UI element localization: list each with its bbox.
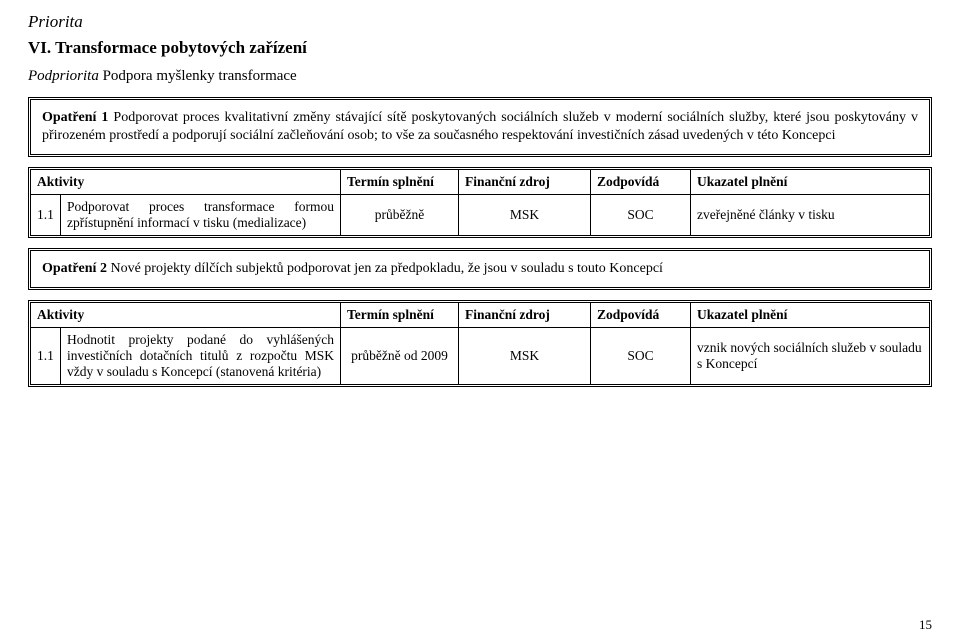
th-ukazatel: Ukazatel plnění <box>691 303 929 328</box>
cell-ukazatel: vznik nových sociálních služeb v souladu… <box>691 328 929 384</box>
opatreni-1-box: Opatření 1 Podporovat proces kvalitativn… <box>28 97 932 157</box>
opatreni-1-lead: Opatření 1 <box>42 110 108 125</box>
th-termin: Termín splnění <box>341 303 459 328</box>
cell-desc: Hodnotit projekty podané do vyhlášených … <box>61 328 341 384</box>
cell-finance: MSK <box>459 328 591 384</box>
cell-num: 1.1 <box>31 328 61 384</box>
th-aktivity: Aktivity <box>31 170 341 195</box>
opatreni-2-text: Nové projekty dílčích subjektů podporova… <box>110 261 662 276</box>
th-termin: Termín splnění <box>341 170 459 195</box>
th-ukazatel: Ukazatel plnění <box>691 170 929 195</box>
th-finance: Finanční zdroj <box>459 170 591 195</box>
opatreni-2-box: Opatření 2 Nové projekty dílčích subjekt… <box>28 248 932 290</box>
table-row: 1.1 Podporovat proces transformace formo… <box>31 195 929 235</box>
page-number: 15 <box>919 617 932 633</box>
subpriority-label: Podpriorita <box>28 68 99 84</box>
cell-zodp: SOC <box>591 195 691 235</box>
subpriority-text: Podpora myšlenky transformace <box>103 68 297 84</box>
cell-desc: Podporovat proces transformace formou zp… <box>61 195 341 235</box>
th-aktivity: Aktivity <box>31 303 341 328</box>
section-heading: VI. Transformace pobytových zařízení <box>28 38 932 58</box>
aktivity-table-1: Aktivity Termín splnění Finanční zdroj Z… <box>28 167 932 238</box>
cell-termin: průběžně <box>341 195 459 235</box>
opatreni-2-lead: Opatření 2 <box>42 261 107 276</box>
th-finance: Finanční zdroj <box>459 303 591 328</box>
cell-ukazatel: zveřejněné články v tisku <box>691 195 929 235</box>
cell-num: 1.1 <box>31 195 61 235</box>
subpriority-row: Podpriorita Podpora myšlenky transformac… <box>28 68 932 85</box>
th-zodpovida: Zodpovídá <box>591 303 691 328</box>
th-zodpovida: Zodpovídá <box>591 170 691 195</box>
opatreni-1-text: Podporovat proces kvalitativní změny stá… <box>42 110 918 143</box>
priorita-label: Priorita <box>28 12 932 32</box>
table-row: 1.1 Hodnotit projekty podané do vyhlášen… <box>31 328 929 384</box>
cell-termin: průběžně od 2009 <box>341 328 459 384</box>
cell-finance: MSK <box>459 195 591 235</box>
cell-zodp: SOC <box>591 328 691 384</box>
aktivity-table-2: Aktivity Termín splnění Finanční zdroj Z… <box>28 300 932 387</box>
